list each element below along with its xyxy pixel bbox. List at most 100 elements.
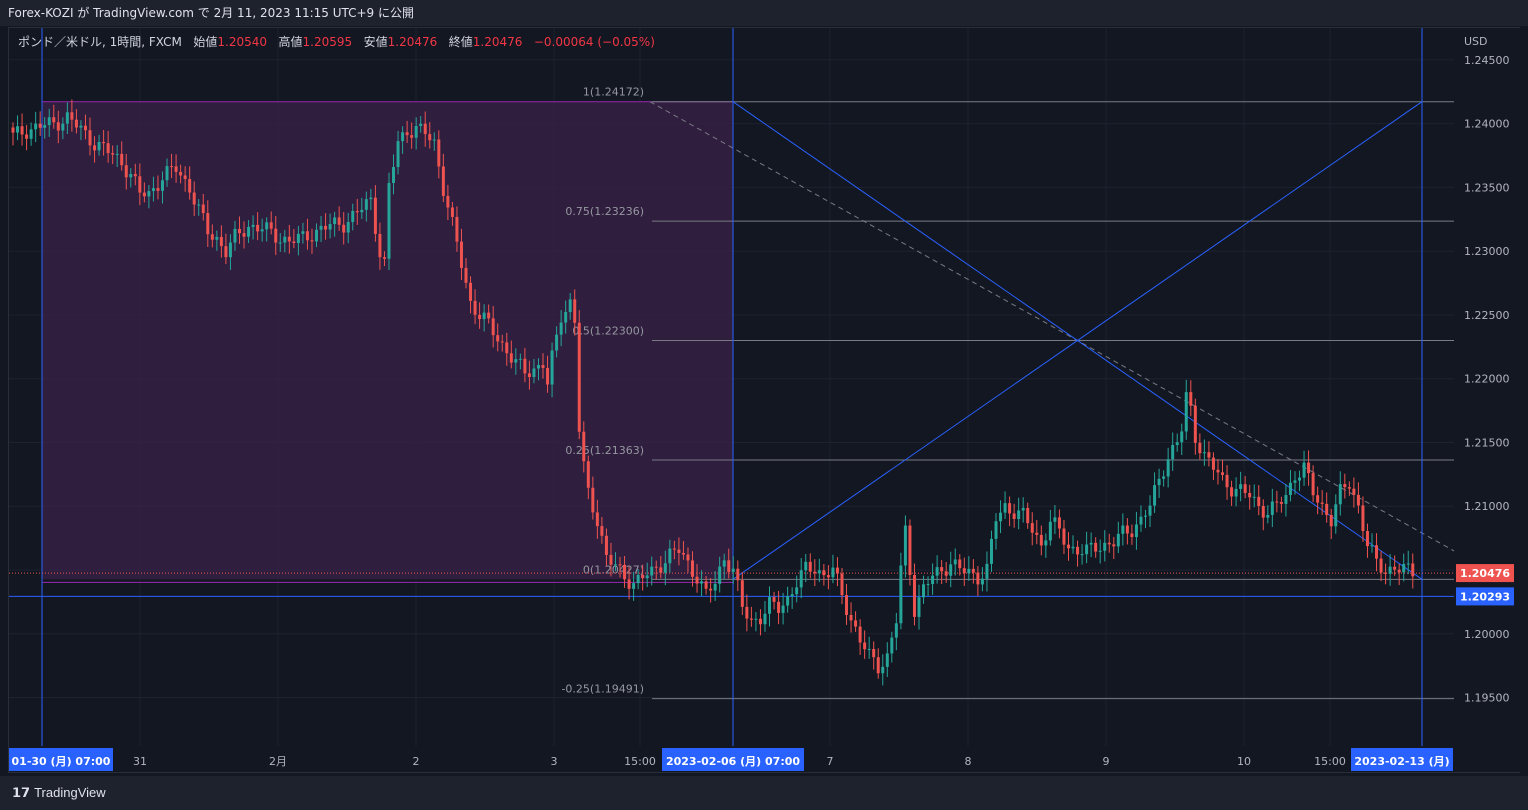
candle[interactable] <box>962 557 966 586</box>
candle[interactable] <box>410 122 414 149</box>
candle[interactable] <box>269 211 273 235</box>
candle[interactable] <box>428 122 432 149</box>
candle[interactable] <box>1406 550 1410 575</box>
candle[interactable] <box>994 513 998 550</box>
candle[interactable] <box>206 200 210 248</box>
candle[interactable] <box>758 609 762 636</box>
candle[interactable] <box>912 563 916 626</box>
candle[interactable] <box>396 130 400 175</box>
candle[interactable] <box>102 129 106 156</box>
candle[interactable] <box>985 551 989 592</box>
candle[interactable] <box>691 551 694 587</box>
candle[interactable] <box>315 223 319 248</box>
candle[interactable] <box>903 515 907 578</box>
candle[interactable] <box>736 560 740 592</box>
candle[interactable] <box>1184 379 1188 440</box>
candle[interactable] <box>613 552 617 572</box>
candle[interactable] <box>876 648 880 679</box>
candle[interactable] <box>704 575 708 595</box>
candle[interactable] <box>215 230 219 251</box>
candle[interactable] <box>251 215 255 240</box>
candle[interactable] <box>1085 531 1089 564</box>
candle[interactable] <box>111 145 115 165</box>
candle[interactable] <box>700 570 704 597</box>
candle[interactable] <box>1008 496 1012 527</box>
candle[interactable] <box>1379 551 1383 582</box>
candle[interactable] <box>677 537 681 566</box>
candle[interactable] <box>1039 525 1043 556</box>
price-chart[interactable]: 1(1.24172) 0.75(1.23236) 0.5(1.22300) 0.25(… <box>0 0 1528 776</box>
candle[interactable] <box>754 612 758 632</box>
candle[interactable] <box>663 550 667 586</box>
candle[interactable] <box>478 302 482 329</box>
candle[interactable] <box>826 565 830 590</box>
candle[interactable] <box>464 258 468 289</box>
candle[interactable] <box>1216 459 1220 485</box>
candle[interactable] <box>817 558 821 583</box>
candle[interactable] <box>1343 473 1347 499</box>
candle[interactable] <box>120 141 124 171</box>
candle[interactable] <box>1411 553 1415 589</box>
candle[interactable] <box>609 542 613 577</box>
candle[interactable] <box>713 571 717 601</box>
candle[interactable] <box>718 556 722 593</box>
candle[interactable] <box>1243 475 1247 499</box>
candle[interactable] <box>1211 452 1215 480</box>
candle[interactable] <box>487 304 491 324</box>
candle[interactable] <box>432 132 436 151</box>
candle[interactable] <box>1288 470 1292 502</box>
candle[interactable] <box>115 145 119 168</box>
candle[interactable] <box>944 561 948 583</box>
candle[interactable] <box>894 612 898 651</box>
candle[interactable] <box>224 233 228 265</box>
candle[interactable] <box>25 124 29 151</box>
candle[interactable] <box>238 216 241 244</box>
trend-line-up[interactable] <box>732 101 1423 580</box>
candle[interactable] <box>43 117 47 139</box>
candle[interactable] <box>337 206 341 231</box>
candle[interactable] <box>595 499 599 539</box>
candle[interactable] <box>980 567 984 592</box>
candle[interactable] <box>722 553 726 580</box>
candle[interactable] <box>129 168 133 188</box>
candle[interactable] <box>61 117 65 140</box>
candle[interactable] <box>1397 563 1401 585</box>
candle[interactable] <box>546 355 550 393</box>
candle[interactable] <box>1021 497 1025 523</box>
candle[interactable] <box>491 305 495 348</box>
candle[interactable] <box>532 359 536 384</box>
candle[interactable] <box>16 115 20 141</box>
candle[interactable] <box>908 519 912 586</box>
candle[interactable] <box>423 111 427 147</box>
candle[interactable] <box>668 539 672 573</box>
candle[interactable] <box>1198 433 1202 460</box>
candle[interactable] <box>1175 433 1179 452</box>
candle[interactable] <box>989 530 993 573</box>
candle[interactable] <box>523 347 527 383</box>
candle[interactable] <box>835 557 839 587</box>
candle[interactable] <box>38 111 42 136</box>
candle[interactable] <box>795 575 799 603</box>
candle[interactable] <box>1026 502 1030 529</box>
candle[interactable] <box>1107 533 1111 553</box>
candle[interactable] <box>967 556 971 581</box>
candle[interactable] <box>65 102 69 135</box>
candle[interactable] <box>1356 482 1360 514</box>
candle[interactable] <box>106 131 110 163</box>
candle[interactable] <box>1202 439 1206 466</box>
candle[interactable] <box>763 601 767 632</box>
candle[interactable] <box>618 556 622 578</box>
candle[interactable] <box>188 166 192 200</box>
candle[interactable] <box>310 228 314 254</box>
candle[interactable] <box>1370 533 1374 553</box>
candle[interactable] <box>278 233 282 252</box>
candle[interactable] <box>1352 477 1356 508</box>
candle[interactable] <box>808 553 812 579</box>
candle[interactable] <box>83 114 87 140</box>
candle[interactable] <box>1298 470 1302 492</box>
candle[interactable] <box>274 215 278 256</box>
candle[interactable] <box>505 332 509 366</box>
candle[interactable] <box>1130 524 1134 545</box>
candle[interactable] <box>124 153 128 190</box>
symbol-name[interactable]: ポンド／米ドル, 1時間, FXCM <box>18 35 182 49</box>
